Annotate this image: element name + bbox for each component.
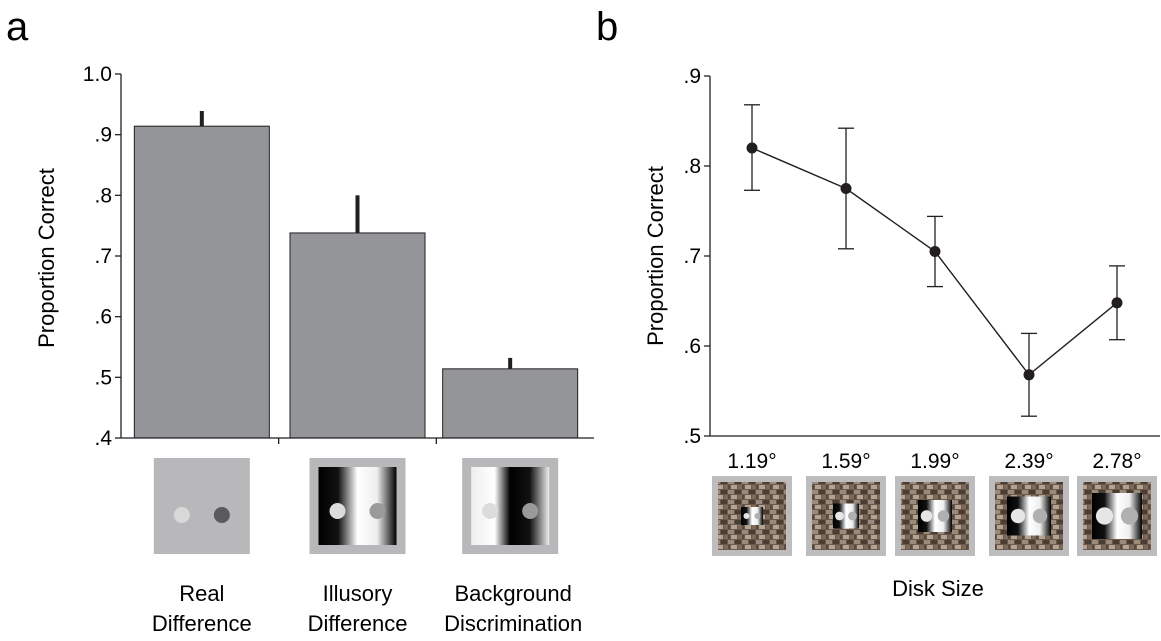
panel-b-x-tick-label: 1.59°	[821, 450, 870, 473]
thumbnail-disk-right	[1120, 507, 1139, 525]
stimulus-thumbnail-2	[462, 458, 559, 554]
stimulus-thumbnail-0	[153, 458, 250, 554]
thumbnail-disk-right	[1032, 508, 1048, 524]
category-label-line: Difference	[308, 611, 408, 636]
data-point-0	[746, 142, 758, 154]
category-label-1: Illusory Difference	[308, 581, 408, 636]
data-point-2	[929, 246, 941, 257]
thumbnail-frame	[153, 458, 250, 554]
panel-b-y-tick-label: .6	[683, 335, 701, 358]
thumbnail-disk-left	[329, 503, 346, 519]
category-label-line: Real	[179, 581, 224, 606]
thumbnail-disk-left	[1095, 507, 1114, 525]
thumbnail-disk-left	[1010, 508, 1026, 524]
panel-b-x-axis-label: Disk Size	[892, 576, 984, 601]
panel-a-bar-chart: .4 .5 .6 .7 .8 .9 1.0 Proportion Correct Real D…	[34, 63, 594, 636]
panel-a-y-tick-label: .8	[94, 184, 112, 207]
thumbnail-gradient	[741, 507, 763, 525]
bar-2	[442, 368, 579, 439]
panel-a-y-axis-label: Proportion Correct	[34, 168, 59, 348]
panel-b-y-tick-label: .7	[683, 245, 701, 268]
stimulus-thumbnail-1	[309, 458, 406, 554]
bar-0	[133, 125, 270, 439]
thumbnail-disk-right	[848, 511, 857, 521]
disk-size-thumbnail-1	[806, 476, 886, 556]
thumbnail-disk-left	[173, 507, 190, 523]
disk-size-thumbnail-4	[1077, 476, 1157, 556]
thumbnail-disk-left	[482, 503, 499, 519]
thumbnail-disk-left	[920, 510, 933, 522]
panel-b-x-tick-label: 1.19°	[727, 450, 776, 473]
panel-b-y-tick-label: .9	[683, 65, 701, 88]
data-point-4	[1111, 297, 1123, 309]
disk-size-thumbnail-2	[895, 476, 975, 556]
thumbnail-gradient	[318, 467, 397, 545]
panel-letter-a: a	[6, 5, 29, 49]
panel-a-y-tick-label: .9	[94, 124, 112, 147]
disk-size-thumbnail-0	[712, 476, 792, 556]
category-label-line: Illusory	[323, 581, 393, 606]
category-label-line: Difference	[152, 611, 252, 636]
panel-b-x-tick-label: 1.99°	[910, 450, 959, 473]
thumbnail-disk-left	[835, 511, 844, 521]
thumbnail-disk-right	[522, 503, 539, 519]
panel-b-line-chart: .5 .6 .7 .8 .9 1.19° 1.59° 1.99° 2.39° 2.78° Pro…	[643, 65, 1160, 601]
category-label-line: Discrimination	[444, 611, 582, 636]
panel-b-x-tick-label: 2.78°	[1092, 450, 1141, 473]
panel-b-x-tick-label: 2.39°	[1004, 450, 1053, 473]
panel-b-y-tick-label: .8	[683, 155, 701, 178]
disk-size-thumbnail-3	[989, 476, 1069, 556]
panel-a-y-tick-label: .7	[94, 245, 112, 268]
thumbnail-disk-right	[754, 513, 761, 519]
panel-b-y-axis-label: Proportion Correct	[643, 166, 668, 346]
thumbnail-disk-left	[743, 513, 750, 519]
panel-letter-b: b	[596, 5, 618, 49]
panel-a-y-tick-label: .6	[94, 306, 112, 329]
panel-a-y-tick-label: .4	[94, 427, 112, 450]
panel-a-y-tick-label: 1.0	[83, 63, 112, 86]
panel-b-y-tick-label: .5	[683, 425, 701, 448]
thumbnail-disk-right	[369, 503, 386, 519]
panel-a-y-tick-label: .5	[94, 366, 112, 389]
category-label-0: Real Difference	[152, 581, 252, 636]
thumbnail-disk-right	[937, 510, 950, 522]
bar-1	[289, 232, 426, 439]
data-point-1	[840, 183, 852, 194]
thumbnail-disk-right	[213, 507, 230, 523]
data-point-3	[1023, 369, 1035, 381]
category-label-line: Background	[454, 581, 571, 606]
thumbnail-gradient	[471, 467, 550, 545]
category-label-2: Background Discrimination	[444, 581, 582, 636]
